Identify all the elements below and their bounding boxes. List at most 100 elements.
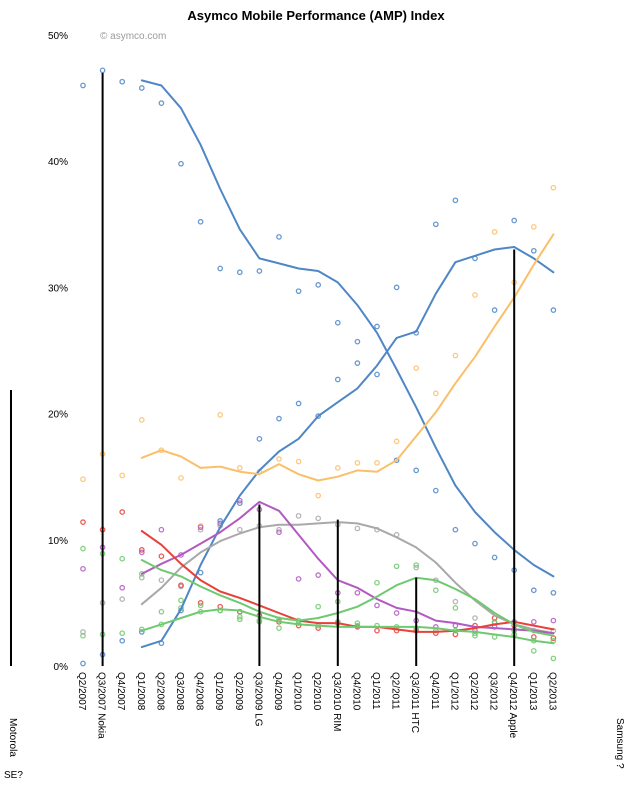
data-point bbox=[256, 268, 263, 274]
data-point bbox=[374, 459, 380, 466]
data-point bbox=[80, 660, 86, 667]
data-point bbox=[354, 620, 361, 626]
watermark: © asymco.com bbox=[100, 31, 166, 42]
x-tick-label: Q3/2008 bbox=[174, 672, 185, 711]
data-point bbox=[315, 603, 322, 610]
data-point bbox=[393, 457, 400, 464]
x-tick-label: Q4/2009 bbox=[272, 672, 283, 711]
data-point bbox=[452, 526, 459, 533]
x-tick-label: Q4/2008 bbox=[194, 672, 205, 711]
data-point bbox=[119, 630, 126, 637]
events-layer bbox=[101, 72, 516, 666]
data-point bbox=[334, 465, 341, 471]
x-tick-label: Q1/2013 bbox=[527, 672, 538, 711]
data-point bbox=[472, 632, 478, 639]
data-point bbox=[491, 229, 498, 235]
data-point bbox=[197, 600, 204, 606]
data-point bbox=[393, 284, 400, 291]
data-point bbox=[393, 438, 400, 445]
data-point bbox=[511, 217, 518, 224]
x-tick-label: Q2/2007 bbox=[76, 672, 87, 711]
data-point bbox=[550, 655, 557, 662]
data-point bbox=[295, 576, 302, 582]
data-point bbox=[80, 519, 86, 525]
data-point bbox=[295, 288, 302, 295]
y-tick-label: 30% bbox=[48, 283, 68, 294]
data-point bbox=[530, 247, 537, 254]
series-layer bbox=[80, 67, 557, 667]
data-point bbox=[315, 515, 322, 522]
data-point bbox=[550, 617, 557, 624]
data-point bbox=[491, 554, 498, 561]
side-label-motorola: Motorola bbox=[7, 718, 18, 757]
series-line bbox=[140, 559, 555, 637]
y-tick-label: 20% bbox=[48, 410, 68, 421]
data-point bbox=[80, 632, 86, 639]
data-point bbox=[432, 221, 439, 228]
x-tick-label: Q1/2009 bbox=[213, 672, 224, 711]
x-tick-label: Q3/2007 Nokia bbox=[96, 672, 107, 739]
data-point bbox=[138, 547, 145, 553]
data-point bbox=[158, 608, 165, 615]
data-point bbox=[138, 85, 145, 91]
data-point bbox=[80, 545, 86, 552]
data-point bbox=[530, 223, 537, 230]
data-point bbox=[276, 529, 282, 536]
side-label-se: SE? bbox=[4, 770, 23, 781]
data-point bbox=[530, 587, 537, 594]
x-tick-label: Q2/2008 bbox=[154, 672, 165, 711]
data-point bbox=[354, 360, 361, 366]
series-line bbox=[140, 530, 555, 633]
series-group bbox=[80, 67, 557, 494]
data-point bbox=[432, 487, 439, 494]
data-point bbox=[197, 524, 204, 531]
data-point bbox=[236, 269, 243, 276]
x-tick-label: Q2/2013 bbox=[546, 672, 557, 711]
y-tick-label: 0% bbox=[54, 662, 69, 673]
data-point bbox=[178, 475, 184, 481]
data-point bbox=[80, 565, 86, 572]
data-point bbox=[119, 509, 126, 515]
data-point bbox=[413, 365, 420, 372]
x-tick-label: Q4/2012 Apple bbox=[507, 672, 518, 739]
series-line bbox=[140, 521, 555, 635]
data-point bbox=[432, 390, 439, 397]
data-point bbox=[276, 415, 282, 422]
data-point bbox=[236, 500, 243, 507]
series-group bbox=[80, 512, 557, 635]
data-point bbox=[530, 618, 537, 625]
data-point bbox=[236, 613, 243, 620]
side-label-samsung: Samsung ? bbox=[614, 718, 625, 769]
data-point bbox=[178, 582, 184, 589]
data-point bbox=[295, 400, 302, 407]
data-point bbox=[236, 465, 243, 471]
data-point bbox=[452, 598, 459, 605]
data-point bbox=[295, 512, 302, 519]
x-tick-label: Q1/2012 bbox=[448, 672, 459, 711]
data-point bbox=[119, 584, 126, 591]
data-point bbox=[158, 553, 165, 560]
data-point bbox=[138, 549, 145, 556]
series-group bbox=[80, 184, 557, 529]
data-point bbox=[119, 637, 126, 644]
data-point bbox=[472, 292, 478, 298]
data-point bbox=[334, 319, 341, 326]
data-point bbox=[295, 458, 302, 465]
data-point bbox=[354, 589, 361, 596]
data-point bbox=[374, 602, 380, 609]
x-tick-label: Q1/2011 bbox=[370, 672, 381, 710]
data-point bbox=[413, 564, 420, 571]
x-tick-label: Q3/2009 LG bbox=[252, 672, 263, 727]
x-axis: Q2/2007 Q3/2007 Nokia Q4/2007 Q1/2008 Q2/200… bbox=[76, 672, 557, 739]
data-point bbox=[99, 67, 106, 74]
data-point bbox=[550, 307, 557, 313]
data-point bbox=[393, 563, 400, 570]
data-point bbox=[236, 526, 243, 533]
data-point bbox=[80, 476, 86, 483]
data-point bbox=[452, 197, 459, 204]
data-point bbox=[158, 526, 165, 533]
x-tick-label: Q2/2011 bbox=[390, 672, 401, 710]
data-point bbox=[119, 596, 126, 602]
data-point bbox=[413, 562, 420, 568]
